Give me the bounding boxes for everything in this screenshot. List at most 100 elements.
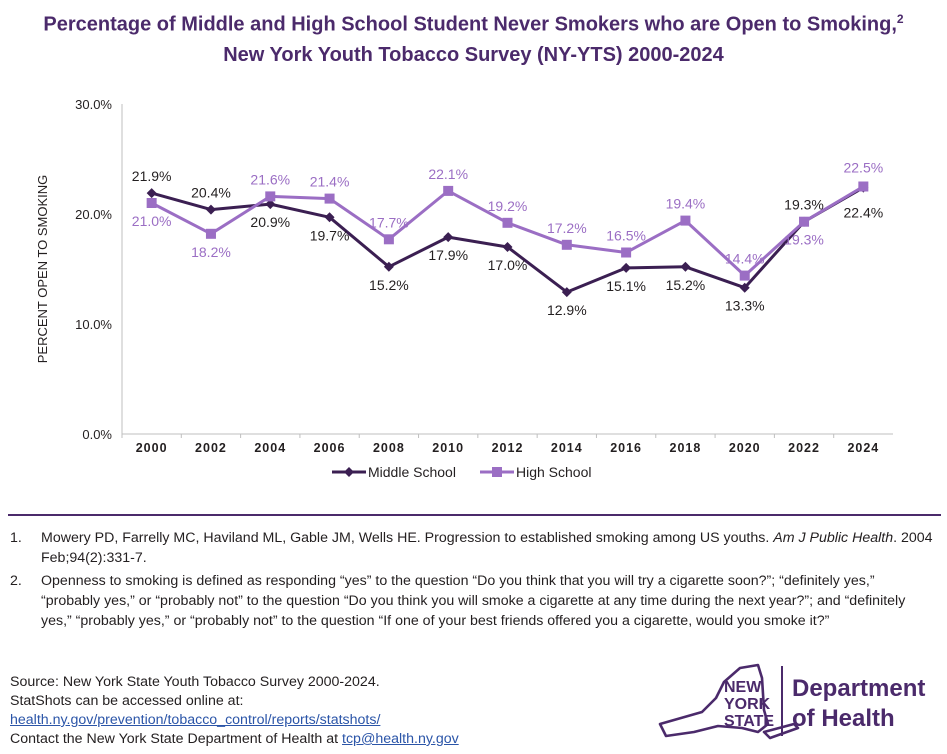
data-label: 20.9% xyxy=(250,214,290,230)
footnote-number: 1. xyxy=(10,530,22,546)
footnote-text: Openness to smoking is defined as respon… xyxy=(41,573,906,629)
chart-axes: PERCENT OPEN TO SMOKING xyxy=(35,104,893,435)
y-tick-label: 0.0% xyxy=(82,427,112,442)
footnote-2: 2. Openness to smoking is defined as res… xyxy=(10,571,935,631)
data-label: 15.2% xyxy=(666,277,706,293)
y-axis-label: PERCENT OPEN TO SMOKING xyxy=(35,175,50,364)
chart-title-line1: Percentage of Middle and High School Stu… xyxy=(43,12,904,36)
data-label: 19.3% xyxy=(784,197,824,213)
data-point xyxy=(205,228,216,239)
data-point xyxy=(799,216,810,227)
data-label: 21.6% xyxy=(250,171,290,187)
x-tick-label: 2000 xyxy=(136,441,168,455)
footnote-number: 2. xyxy=(10,573,22,589)
data-label: 17.0% xyxy=(488,257,528,273)
data-label: 19.7% xyxy=(310,227,350,243)
x-tick-label: 2020 xyxy=(729,441,761,455)
data-labels: 21.9% 21.0% 20.4% 18.2% 20.9% 21.6% 19.7% 21.4%… xyxy=(132,160,883,319)
x-tick-label: 2024 xyxy=(847,441,879,455)
x-tick-label: 2004 xyxy=(254,441,286,455)
data-label: 17.9% xyxy=(428,247,468,263)
x-tick-labels: 2000 2002 2004 2006 2008 2010 2012 2014 2016 2018… xyxy=(121,434,879,455)
data-label: 19.2% xyxy=(488,198,528,214)
y-tick-labels: 0.0% 10.0% 20.0% 30.0% xyxy=(75,97,112,442)
data-label: 19.3% xyxy=(784,232,824,248)
data-label: 17.2% xyxy=(547,220,587,236)
series-high-school xyxy=(146,181,869,281)
source-line: Source: New York State Youth Tobacco Sur… xyxy=(10,674,380,690)
contact-email-link[interactable]: tcp@health.ny.gov xyxy=(342,731,459,747)
nys-doh-logo: NEW YORK STATE Department of Health xyxy=(658,663,925,740)
footnote-divider xyxy=(8,514,941,516)
footnote-journal: Am J Public Health xyxy=(773,530,894,546)
data-point xyxy=(443,232,454,243)
data-point xyxy=(146,188,157,199)
y-tick-label: 20.0% xyxy=(75,207,112,222)
x-tick-label: 2006 xyxy=(314,441,346,455)
contact-line: Contact the New York State Department of… xyxy=(10,729,459,749)
line-chart: PERCENT OPEN TO SMOKING 0.0% 10.0% 20.0% 30… xyxy=(35,97,893,480)
data-point xyxy=(383,234,394,245)
x-tick-label: 2002 xyxy=(195,441,227,455)
x-tick-label: 2018 xyxy=(670,441,702,455)
data-label: 12.9% xyxy=(547,302,587,318)
data-label: 14.4% xyxy=(725,251,765,267)
legend-item-high-school: High School xyxy=(480,464,592,480)
data-point xyxy=(621,262,632,273)
statshots-line: StatShots can be accessed online at: xyxy=(10,693,244,709)
y-tick-label: 30.0% xyxy=(75,97,112,112)
logo-department: Department xyxy=(792,675,925,702)
data-label: 22.4% xyxy=(843,205,883,221)
chart-title-line2: New York Youth Tobacco Survey (NY-YTS) 2… xyxy=(223,44,724,66)
contact-prefix: Contact the New York State Department of… xyxy=(10,731,343,747)
data-label: 13.3% xyxy=(725,298,765,314)
logo-state: STATE xyxy=(724,713,774,730)
data-label: 18.2% xyxy=(191,244,231,260)
data-label: 22.5% xyxy=(843,160,883,176)
data-point xyxy=(561,287,572,298)
data-point xyxy=(502,217,513,228)
y-tick-label: 10.0% xyxy=(75,317,112,332)
data-point xyxy=(265,191,276,202)
legend-label: Middle School xyxy=(368,464,456,480)
data-point xyxy=(265,199,276,210)
legend-marker xyxy=(492,467,502,477)
data-label: 22.1% xyxy=(428,166,468,182)
footnote-1: 1. Mowery PD, Farrelly MC, Haviland ML, … xyxy=(10,528,935,568)
data-point xyxy=(383,261,394,272)
data-label: 21.9% xyxy=(132,168,172,184)
data-point xyxy=(502,242,513,252)
data-point xyxy=(680,261,691,272)
data-point xyxy=(324,193,335,204)
chart-legend: Middle School High School xyxy=(332,464,592,480)
data-point xyxy=(205,204,216,215)
data-label: 21.0% xyxy=(132,213,172,229)
data-label: 15.2% xyxy=(369,277,409,293)
legend-label: High School xyxy=(516,464,592,480)
logo-of-health: of Health xyxy=(792,705,895,732)
legend-marker xyxy=(344,467,354,477)
x-tick-label: 2022 xyxy=(788,441,820,455)
data-point xyxy=(739,270,750,281)
data-point xyxy=(621,247,632,258)
data-point xyxy=(561,239,572,250)
data-label: 19.4% xyxy=(666,196,706,212)
data-label: 16.5% xyxy=(606,228,646,244)
data-point xyxy=(443,185,454,196)
footnote-text-end: . 2004 Feb;94(2):331-7. xyxy=(41,530,933,566)
x-tick-label: 2016 xyxy=(610,441,642,455)
data-point xyxy=(680,215,691,226)
data-label: 17.7% xyxy=(369,214,409,230)
x-tick-label: 2014 xyxy=(551,441,583,455)
data-point xyxy=(858,181,869,192)
footnote-text: Mowery PD, Farrelly MC, Haviland ML, Gab… xyxy=(41,530,774,546)
data-label: 15.1% xyxy=(606,278,646,294)
data-label: 21.4% xyxy=(310,174,350,190)
chart-series: 21.9% 21.0% 20.4% 18.2% 20.9% 21.6% 19.7% 21.4%… xyxy=(132,160,883,319)
x-tick-label: 2010 xyxy=(432,441,464,455)
legend-item-middle-school: Middle School xyxy=(332,464,456,480)
data-label: 20.4% xyxy=(191,185,231,201)
logo-york: YORK xyxy=(724,696,771,713)
statshots-link[interactable]: health.ny.gov/prevention/tobacco_control… xyxy=(10,712,381,728)
logo-new: NEW xyxy=(724,679,762,696)
